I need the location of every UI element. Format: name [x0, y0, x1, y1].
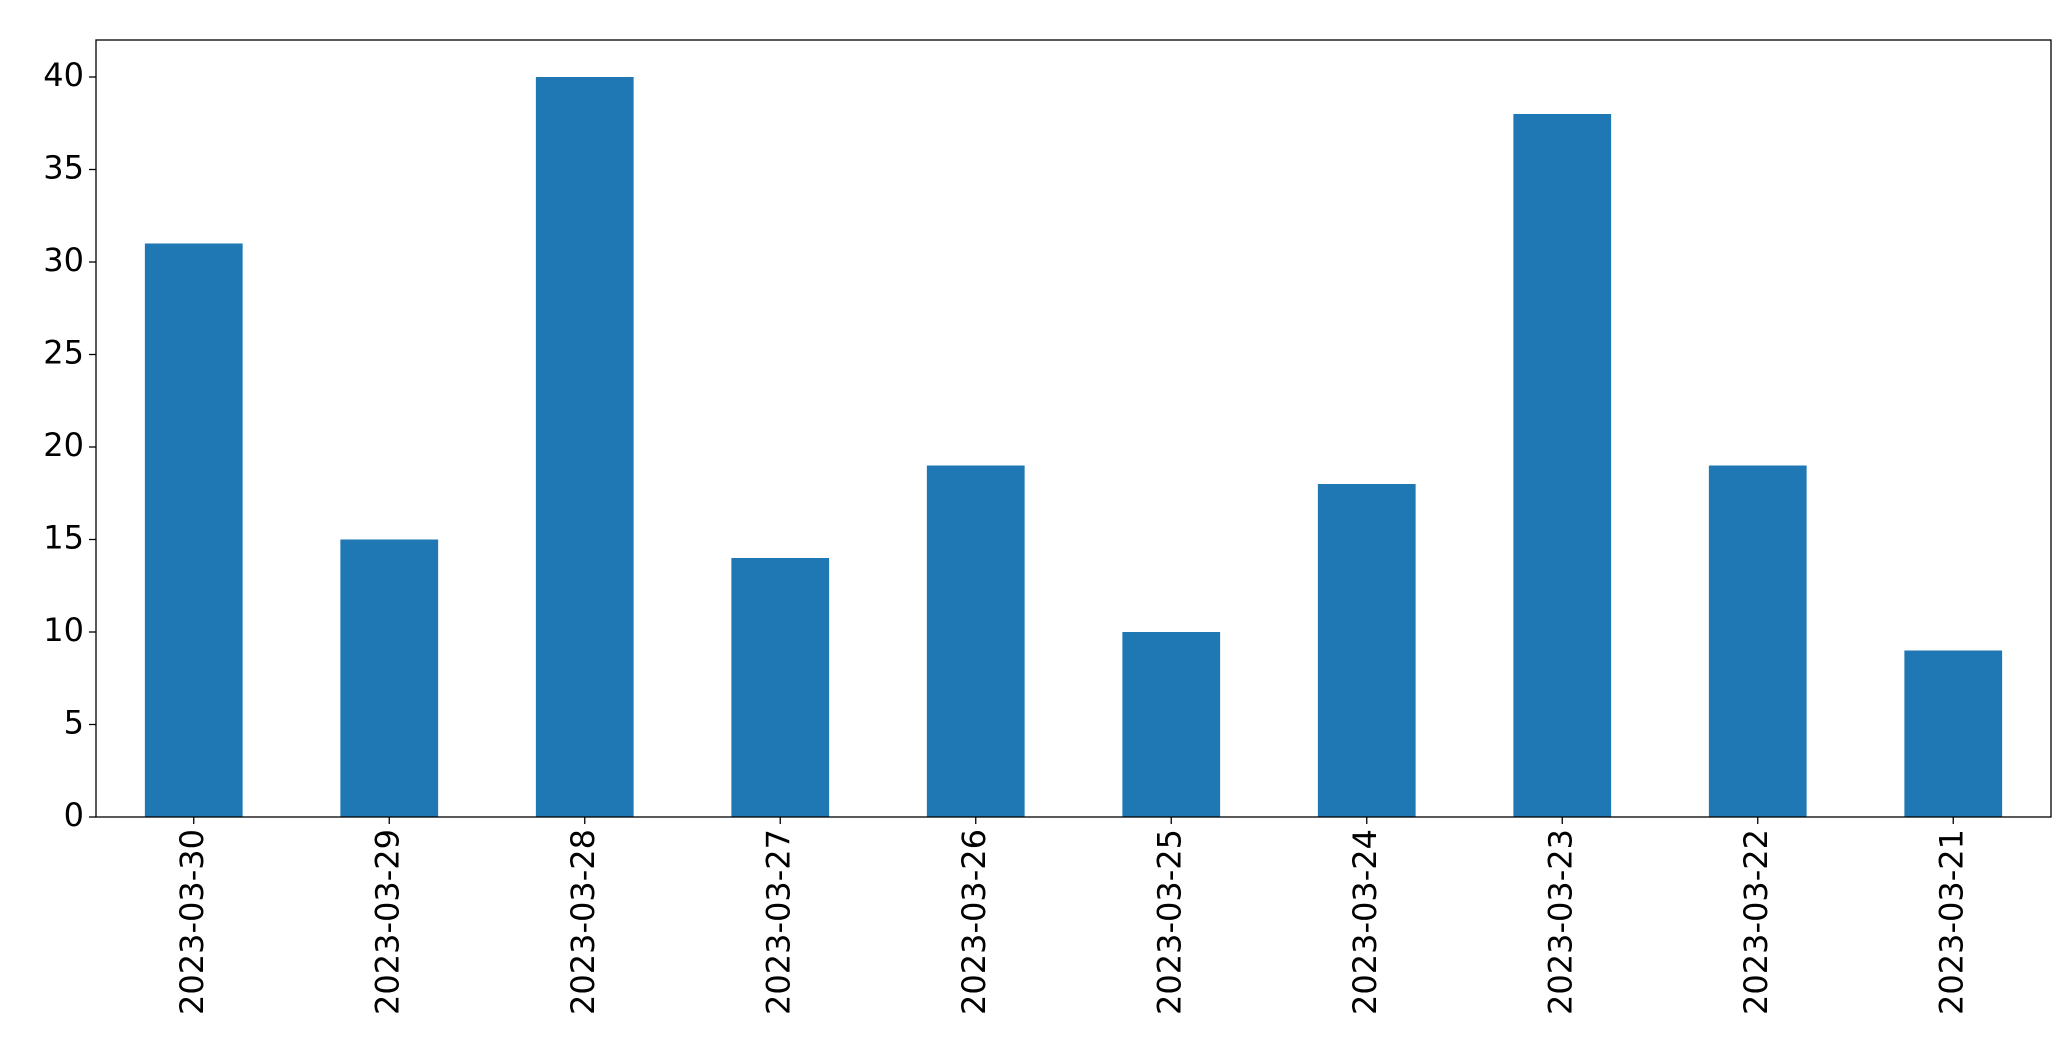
- y-tick-label: 10: [43, 611, 84, 649]
- bar: [340, 539, 439, 817]
- x-tick-label: 2023-03-28: [564, 829, 602, 1015]
- bar: [535, 77, 634, 817]
- y-tick-label: 30: [43, 241, 84, 279]
- y-tick-label: 35: [43, 149, 84, 187]
- y-tick-label: 5: [64, 704, 84, 742]
- bar: [1708, 465, 1807, 817]
- bar: [1122, 632, 1221, 817]
- bar: [144, 243, 243, 817]
- x-tick-label: 2023-03-22: [1737, 829, 1775, 1015]
- x-tick-label: 2023-03-30: [173, 829, 211, 1015]
- y-tick-label: 15: [43, 519, 84, 557]
- x-tick-label: 2023-03-23: [1541, 829, 1579, 1015]
- x-tick-label: 2023-03-24: [1346, 829, 1384, 1015]
- x-tick-label: 2023-03-21: [1932, 829, 1970, 1015]
- y-tick-label: 0: [64, 796, 84, 834]
- bar: [1904, 650, 2003, 817]
- x-tick-label: 2023-03-29: [368, 829, 406, 1015]
- y-tick-label: 20: [43, 426, 84, 464]
- y-tick-label: 40: [43, 56, 84, 94]
- x-tick-label: 2023-03-25: [1150, 829, 1188, 1015]
- x-tick-label: 2023-03-26: [955, 829, 993, 1015]
- y-tick-label: 25: [43, 334, 84, 372]
- bar: [1317, 484, 1416, 817]
- x-tick-label: 2023-03-27: [759, 829, 797, 1015]
- plot-frame: [95, 39, 2052, 818]
- bar: [731, 558, 830, 817]
- bar: [926, 465, 1025, 817]
- bar: [1513, 114, 1612, 817]
